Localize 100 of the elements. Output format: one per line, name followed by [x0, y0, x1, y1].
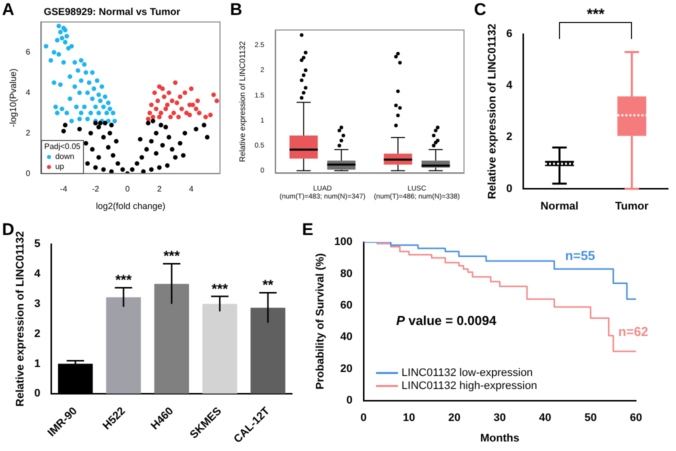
point [85, 90, 90, 96]
point [178, 140, 182, 146]
annotation: *** [115, 272, 132, 288]
point [163, 106, 168, 112]
point [112, 118, 117, 124]
point [77, 126, 82, 132]
text: *** [586, 6, 604, 23]
point [176, 114, 181, 120]
point [106, 100, 111, 106]
point [88, 110, 94, 116]
point [149, 102, 154, 108]
point [157, 165, 162, 170]
y-tick-label: 6 [506, 28, 512, 40]
point [110, 110, 116, 116]
legend-label: down [55, 152, 74, 162]
point [163, 124, 168, 130]
point [146, 120, 150, 126]
x-tick-label: 0 [360, 412, 367, 424]
annotation: *** [212, 280, 229, 296]
point [85, 161, 90, 166]
x-tick-label: 40 [539, 412, 552, 424]
point [195, 98, 200, 104]
x-axis-title: Months [480, 432, 520, 444]
point [77, 116, 82, 122]
y-tick-label: 80 [340, 268, 353, 280]
point [96, 110, 102, 116]
point [165, 163, 170, 168]
point [61, 128, 66, 134]
point [101, 167, 106, 172]
point [96, 92, 102, 98]
y-tick-label: 6 [26, 48, 31, 57]
point [56, 52, 62, 57]
point [108, 106, 112, 112]
chart-title: GSE98929: Normal vs Tumor [44, 6, 180, 18]
point [214, 98, 220, 104]
y-tick-label: 2 [506, 131, 512, 144]
point [90, 147, 95, 152]
text: D [2, 220, 14, 240]
point [152, 90, 157, 96]
point [188, 86, 194, 92]
point [92, 86, 96, 92]
point [104, 110, 109, 116]
point [78, 58, 84, 63]
y-tick-label: 1 [34, 358, 40, 370]
point [69, 44, 74, 49]
point [170, 147, 174, 152]
legend-label: LINC01132 low-expression [402, 366, 533, 380]
point [203, 114, 208, 120]
legend-title: Padj<0.05 [44, 142, 80, 152]
point [202, 122, 206, 128]
point [88, 130, 94, 136]
point [168, 114, 173, 120]
point [94, 78, 100, 83]
point [64, 110, 70, 116]
point [187, 112, 192, 118]
point [165, 102, 170, 108]
point [96, 155, 102, 160]
point [182, 90, 188, 96]
point [130, 167, 135, 172]
point [154, 130, 158, 136]
x-tick-label: 20 [448, 412, 460, 424]
point [144, 147, 149, 152]
point [61, 60, 66, 65]
point [102, 94, 108, 100]
point [78, 78, 84, 83]
y-axis-title: Relative expression of LINC01132 [486, 24, 499, 200]
point [154, 151, 158, 156]
x-tick-label: 30 [494, 412, 506, 424]
bar [202, 304, 238, 394]
point [62, 122, 68, 128]
text: E [302, 220, 314, 240]
point [182, 130, 188, 136]
point [178, 94, 182, 100]
point [64, 34, 70, 38]
point [96, 124, 102, 130]
point [184, 110, 189, 116]
point [106, 145, 111, 150]
annotation: n=55 [565, 248, 596, 264]
point [190, 102, 196, 108]
point [98, 98, 103, 104]
point [76, 68, 80, 73]
point [54, 38, 60, 42]
point [58, 30, 63, 34]
point [93, 104, 98, 110]
x-tick-label: -2 [92, 184, 100, 194]
point [138, 136, 142, 142]
point [171, 110, 176, 116]
point [82, 104, 87, 110]
point [108, 130, 112, 136]
point [157, 84, 162, 89]
point [86, 80, 92, 85]
point [116, 161, 120, 166]
point [77, 90, 82, 96]
x-axis-title: log2(fold change) [96, 201, 166, 212]
y-tick-label: 3 [34, 298, 40, 310]
point [174, 100, 180, 106]
point [100, 84, 104, 89]
point [157, 114, 162, 120]
point [84, 70, 88, 75]
point [155, 98, 160, 104]
